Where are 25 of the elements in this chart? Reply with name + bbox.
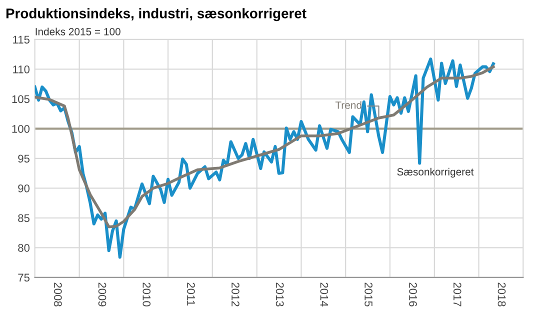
y-tick-label: 90	[18, 184, 30, 192]
series-label: Sæsonkorrigeret	[397, 168, 474, 178]
y-tick-label: 105	[12, 95, 30, 104]
y-tick-label: 115	[13, 36, 30, 44]
y-tick-label: 80	[18, 244, 30, 252]
chart-title: Produktionsindeks, industri, sæsonkorrigeret	[6, 8, 306, 22]
series-label: Trend	[335, 101, 362, 109]
y-tick-label: 75	[18, 274, 30, 282]
y-tick-label: 85	[18, 214, 30, 222]
x-tick-label: 2008	[54, 282, 62, 306]
x-tick-label: 2016	[409, 282, 417, 306]
y-tick-label: 110	[13, 65, 30, 74]
y-tick-label: 100	[12, 124, 30, 133]
x-tick-label: 2015	[364, 282, 372, 306]
x-tick-label: 2011	[187, 282, 195, 306]
x-tick-label: 2017	[453, 282, 462, 306]
line-series	[34, 65, 495, 228]
chart-subtitle: Indeks 2015 = 100	[36, 28, 120, 36]
x-tick-label: 2018	[498, 282, 506, 306]
x-tick-label: 2014	[320, 282, 328, 307]
x-tick-label: 2012	[232, 282, 240, 306]
x-tick-label: 2009	[98, 282, 106, 306]
x-tick-label: 2013	[276, 282, 284, 306]
x-tick-label: 2010	[142, 282, 151, 306]
y-tick-label: 95	[18, 154, 30, 163]
